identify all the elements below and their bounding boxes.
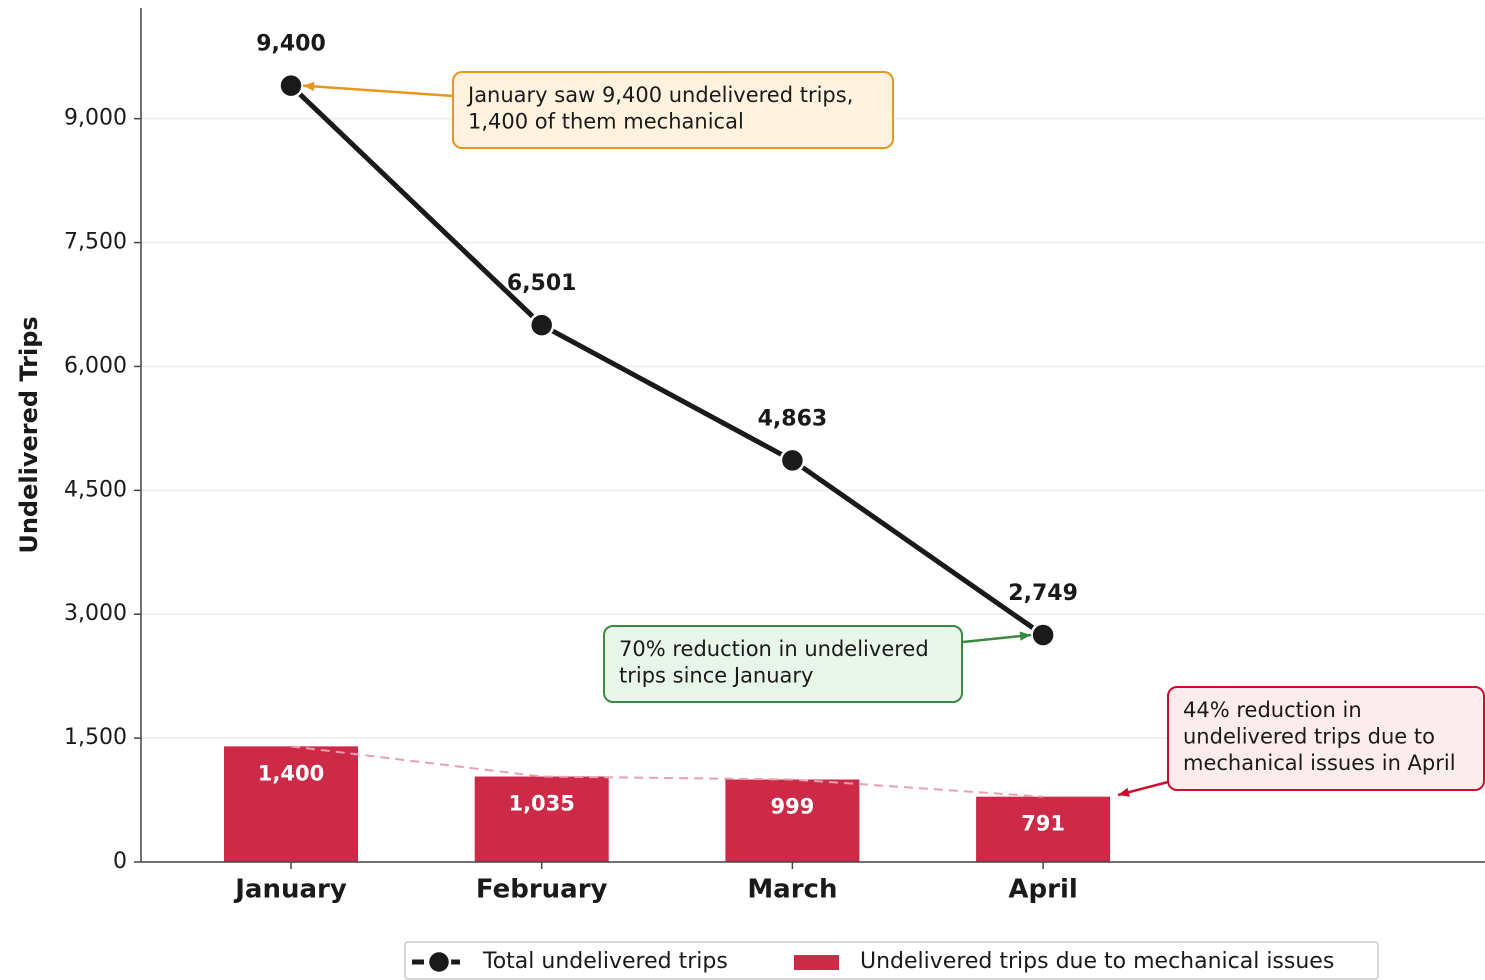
line-marker	[278, 72, 304, 99]
x-tick-label: March	[747, 875, 837, 905]
annotation-text: 1,400 of them mechanical	[468, 110, 744, 134]
annotation-text: undelivered trips due to	[1183, 725, 1435, 749]
annotation-arrowhead	[1118, 787, 1130, 797]
line-value-label: 4,863	[758, 406, 828, 431]
annotation-text: mechanical issues in April	[1183, 751, 1456, 775]
bar	[474, 776, 609, 862]
legend-box	[404, 941, 1379, 980]
annotation-text: 70% reduction in undelivered	[619, 637, 929, 661]
bar-value-label: 999	[770, 794, 814, 818]
line-marker	[528, 312, 555, 338]
bar-value-label: 1,400	[258, 761, 324, 785]
annotation-arrow	[302, 84, 454, 98]
y-tick-label: 7,500	[64, 230, 127, 255]
annotation-box	[1167, 686, 1485, 791]
y-tick-label: 0	[113, 849, 127, 874]
bar	[725, 779, 860, 862]
legend-label: Total undelivered trips	[482, 949, 728, 974]
line-marker	[779, 447, 806, 474]
y-tick-label: 4,500	[64, 477, 127, 502]
annotation-arrowhead	[303, 81, 315, 92]
legend-bar-swatch	[794, 955, 839, 970]
y-tick-label: 1,500	[64, 725, 127, 750]
line-marker	[1030, 622, 1056, 648]
y-tick-label: 9,000	[64, 106, 127, 131]
annotation-arrow	[962, 633, 1032, 644]
x-tick-label: April	[1008, 875, 1077, 905]
line-value-label: 9,400	[256, 32, 326, 57]
annotation-box	[452, 71, 894, 149]
annotation-text: trips since January	[619, 664, 814, 688]
legend-label: Undelivered trips due to mechanical issu…	[860, 949, 1334, 974]
x-tick-label: January	[233, 875, 347, 905]
annotation-arrowhead	[1019, 631, 1032, 641]
annotation-text: 44% reduction in	[1183, 698, 1362, 722]
line-value-label: 2,749	[1008, 581, 1078, 606]
bar-value-label: 1,035	[508, 792, 574, 816]
bar-value-label: 791	[1021, 812, 1065, 836]
line	[289, 83, 1045, 638]
bar-trend	[290, 745, 1044, 798]
y-tick-label: 3,000	[64, 601, 127, 626]
annotation-text: January saw 9,400 undelivered trips,	[466, 83, 853, 107]
y-tick-label: 6,000	[64, 353, 127, 378]
bar	[976, 796, 1111, 862]
legend-marker-swatch	[426, 949, 452, 975]
line-value-label: 6,501	[507, 271, 577, 296]
bar	[224, 746, 358, 862]
annotation-box	[603, 625, 963, 703]
y-axis-label: Undelivered Trips	[15, 316, 43, 553]
x-tick-label: February	[476, 875, 608, 905]
